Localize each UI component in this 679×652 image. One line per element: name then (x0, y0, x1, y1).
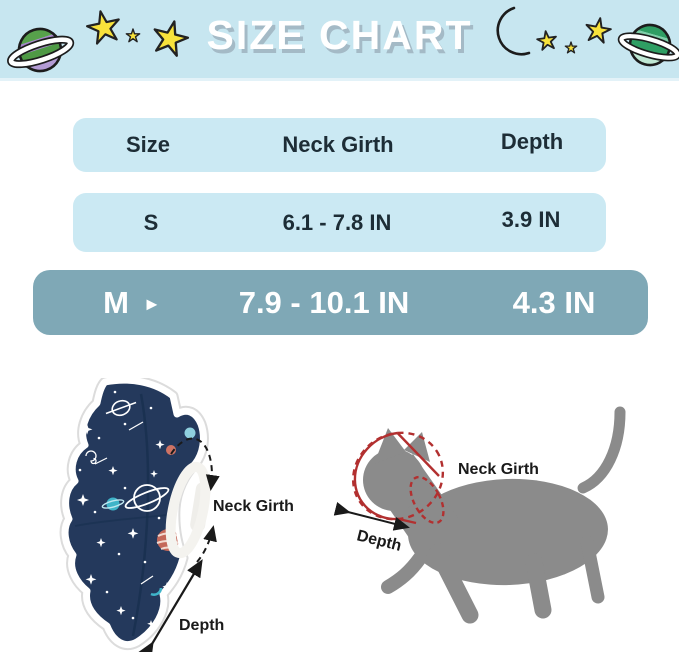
cat-neck-girth-label: Neck Girth (458, 461, 539, 478)
star-icon (536, 30, 557, 51)
cone-depth-annotation: Depth (138, 559, 224, 652)
table-row-size-s: S 6.1 - 7.8 IN 3.9 IN (73, 193, 606, 252)
size-s-neck-girth: 6.1 - 7.8 IN (282, 209, 392, 235)
table-header-row: Size Neck Girth Depth (73, 118, 606, 172)
size-m-label-group: M ► (103, 285, 161, 321)
size-m-label: M (103, 284, 129, 320)
star-icon (125, 28, 141, 43)
cat-tail (577, 406, 626, 494)
selected-arrow-icon: ► (143, 294, 161, 314)
table-row-size-m-highlighted: M ► 7.9 - 10.1 IN 4.3 IN (33, 270, 648, 335)
cone-product-diagram: Neck Girth Depth (59, 378, 294, 652)
cat-measurement-diagram: Neck Girth Depth (333, 406, 626, 624)
cat-silhouette (363, 406, 626, 624)
banner: SIZE CHART (0, 0, 679, 81)
cone-neck-girth-label: Neck Girth (213, 498, 294, 515)
neck-hole-ring (165, 461, 211, 559)
column-header-size: Size (125, 132, 171, 157)
size-m-depth: 4.3 IN (512, 284, 596, 320)
star-icon (86, 10, 120, 45)
space-pattern-cone (59, 378, 211, 651)
crescent-moon-icon (496, 6, 531, 56)
column-header-depth: Depth (500, 129, 564, 154)
cone-depth-label: Depth (179, 617, 224, 634)
star-icon (585, 17, 612, 44)
cat-ear (374, 428, 406, 464)
cat-depth-label: Depth (355, 527, 403, 554)
star-icon (153, 20, 190, 57)
banner-decorations (7, 6, 679, 77)
size-m-neck-girth: 7.9 - 10.1 IN (238, 284, 410, 320)
column-header-neck-girth: Neck Girth (282, 132, 394, 157)
star-icon (564, 41, 578, 54)
saturn-planet-right-icon (617, 20, 679, 70)
size-s-label: S (143, 209, 159, 235)
page-title: SIZE CHART (206, 12, 473, 58)
size-s-depth: 3.9 IN (501, 206, 561, 232)
